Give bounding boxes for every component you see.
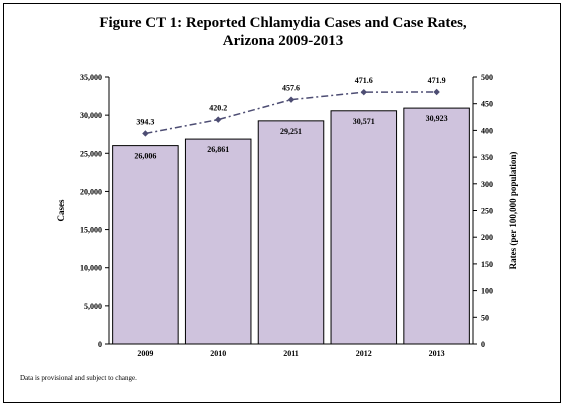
left-tick-label: 5,000 (84, 302, 102, 311)
right-tick-label: 350 (481, 153, 493, 162)
left-tick-label: 30,000 (80, 111, 102, 120)
right-tick-label: 300 (481, 180, 493, 189)
bar (330, 110, 398, 345)
y-axis-left-label: Cases (56, 199, 66, 221)
bar-value-label: 26,006 (134, 152, 156, 161)
bar (112, 145, 179, 345)
right-tick-label: 150 (481, 260, 493, 269)
chart-title: Figure CT 1: Reported Chlamydia Cases an… (0, 14, 566, 50)
bar-value-label: 29,251 (280, 127, 302, 136)
rate-marker (215, 116, 222, 123)
bar (403, 107, 470, 345)
rate-value-label: 394.3 (136, 117, 154, 126)
right-tick-label: 50 (481, 313, 489, 322)
rate-marker (433, 88, 440, 96)
bar (257, 120, 325, 345)
rate-value-label: 457.6 (282, 84, 300, 93)
footnote: Data is provisional and subject to chang… (20, 374, 137, 382)
bar-value-label: 26,861 (207, 145, 229, 154)
rate-marker (287, 96, 295, 103)
rate-line (145, 91, 437, 135)
right-tick-label: 400 (481, 126, 493, 135)
left-tick-label: 25,000 (80, 149, 102, 158)
chart-title-line-2: Arizona 2009-2013 (222, 33, 344, 49)
left-tick-label: 15,000 (80, 226, 102, 235)
bar-value-label: 30,923 (426, 114, 448, 123)
bar-value-label: 30,571 (353, 117, 375, 126)
rate-value-label: 471.9 (428, 76, 446, 85)
rate-value-label: 471.6 (355, 76, 373, 85)
y-axis-right-label: Rates (per 100,000 population) (508, 152, 518, 270)
right-tick-label: 200 (481, 233, 493, 242)
left-tick-label: 0 (98, 340, 102, 349)
x-tick-label: 2011 (283, 349, 299, 358)
right-tick-label: 250 (481, 207, 493, 216)
rate-marker (360, 88, 367, 96)
right-tick-label: 450 (481, 100, 493, 109)
right-tick-label: 500 (481, 73, 493, 82)
right-tick-label: 0 (481, 340, 485, 349)
right-tick-label: 100 (481, 287, 493, 296)
x-tick-label: 2013 (429, 349, 445, 358)
x-tick-label: 2012 (356, 349, 372, 358)
left-tick-label: 20,000 (80, 187, 102, 196)
left-tick-label: 10,000 (80, 264, 102, 273)
chart-title-line-1: Figure CT 1: Reported Chlamydia Cases an… (99, 15, 467, 31)
x-tick-label: 2010 (210, 349, 226, 358)
rate-marker (142, 130, 149, 137)
bar (184, 138, 252, 345)
rate-value-label: 420.2 (209, 104, 227, 113)
x-tick-label: 2009 (137, 349, 153, 358)
left-tick-label: 35,000 (80, 73, 102, 82)
